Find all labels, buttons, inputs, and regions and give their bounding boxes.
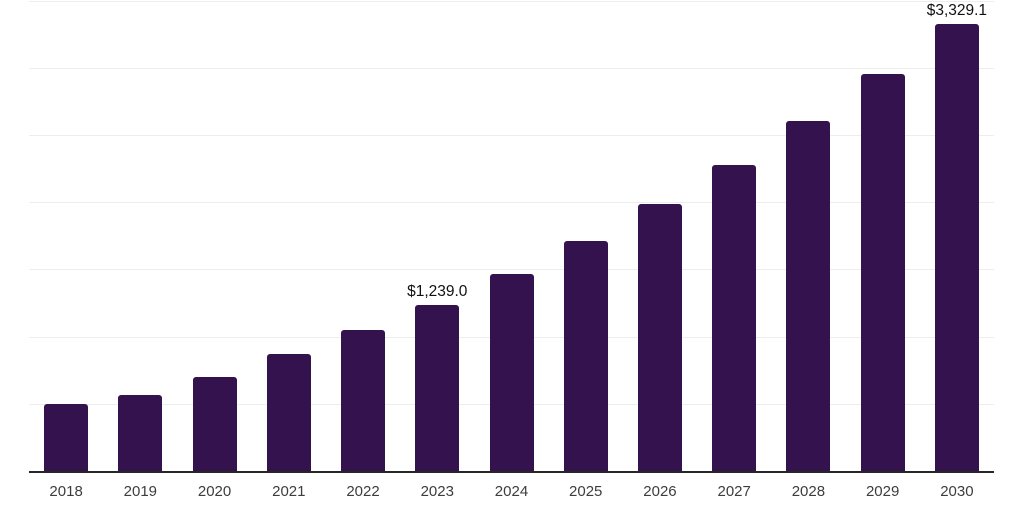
x-tick-2027: 2027 — [717, 483, 751, 500]
bar-2026 — [637, 204, 682, 472]
x-tick-2023: 2023 — [420, 483, 454, 500]
bar-2019 — [118, 395, 163, 472]
bar-2022 — [341, 330, 386, 472]
x-tick-2019: 2019 — [123, 483, 158, 500]
x-tick-2026: 2026 — [643, 483, 677, 500]
bar-2023 — [415, 305, 460, 472]
x-tick-2018: 2018 — [49, 483, 83, 500]
x-tick-2024: 2024 — [494, 483, 529, 500]
gridline-2500 — [29, 134, 994, 136]
bar-2021 — [266, 354, 311, 472]
value-label-2023: $1,239.0 — [407, 283, 468, 301]
gridline-1500 — [29, 269, 994, 271]
x-tick-2021: 2021 — [272, 483, 306, 500]
bar-2029 — [860, 74, 905, 472]
bar-2025 — [563, 241, 608, 472]
bar-2018 — [44, 404, 89, 472]
x-tick-2020: 2020 — [197, 483, 232, 500]
gridline-3500 — [29, 0, 994, 2]
gridline-2000 — [29, 202, 994, 204]
gridline-3000 — [29, 67, 994, 69]
bar-2020 — [192, 377, 237, 472]
x-tick-2025: 2025 — [569, 483, 603, 500]
value-label-2030: $3,329.1 — [926, 2, 988, 20]
x-tick-2030: 2030 — [940, 483, 974, 500]
x-tick-2028: 2028 — [791, 483, 826, 500]
bar-2028 — [786, 121, 831, 472]
x-axis-line — [29, 471, 994, 473]
bar-2024 — [489, 274, 534, 472]
bar-2027 — [712, 164, 757, 472]
x-tick-2029: 2029 — [865, 483, 900, 500]
x-tick-2022: 2022 — [346, 483, 380, 500]
bar-2030 — [934, 24, 979, 472]
